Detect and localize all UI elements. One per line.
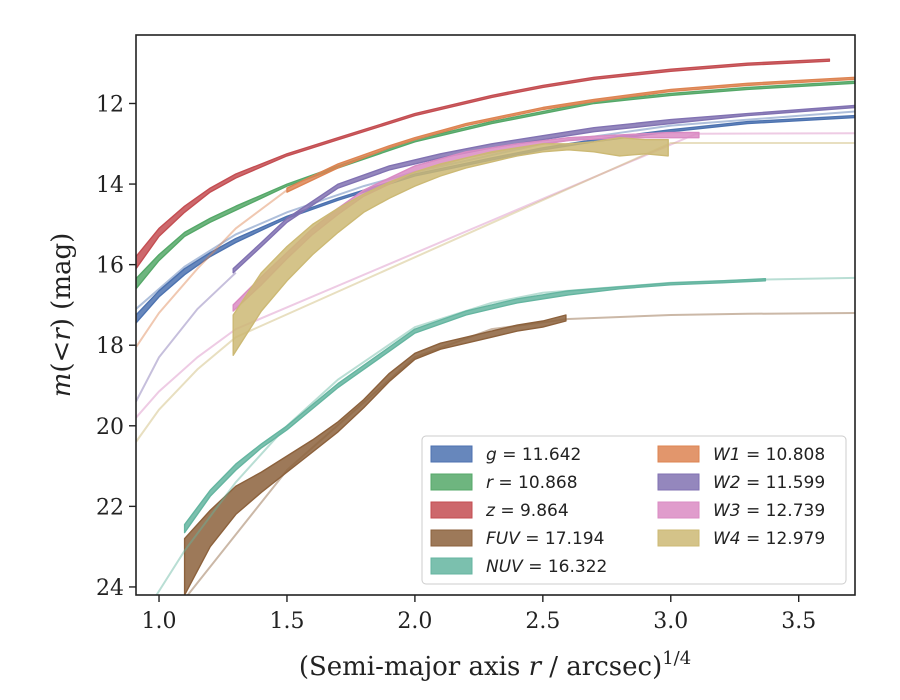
- series-g-band: [136, 114, 855, 324]
- legend: g = 11.642 r = 10.868 z = 9.864 FUV = 17.19…: [421, 435, 847, 585]
- series-fuv: [183, 312, 855, 595]
- legend-item-w3: W3 = 12.739: [657, 501, 825, 521]
- series-z-band: [136, 58, 831, 270]
- y-tick-label: 18: [96, 334, 124, 359]
- y-tick-label: 16: [96, 254, 124, 279]
- legend-label-w2: W2 = 11.599: [713, 473, 825, 493]
- legend-swatch-g: [430, 445, 473, 463]
- legend-swatch-w2: [657, 473, 700, 491]
- series-w3-faint-line: [136, 132, 855, 419]
- series-r: [136, 80, 855, 290]
- legend-label-z: z = 9.864: [485, 501, 569, 521]
- legend-label-nuv: NUV = 16.322: [486, 557, 607, 577]
- x-axis: 1.0 1.5 2.0 2.5 3.0 3.5: [142, 595, 816, 634]
- series-g-faint-line: [136, 110, 855, 310]
- legend-swatch-fuv: [430, 529, 473, 547]
- x-axis-title: (Semi-major axis r / arcsec)1/4: [299, 648, 691, 682]
- series-w4: [136, 137, 855, 443]
- legend-swatch-z: [430, 501, 473, 519]
- legend-box: [421, 435, 847, 585]
- legend-label-w3: W3 = 12.739: [713, 501, 825, 521]
- x-tick-label: 2.0: [397, 609, 432, 634]
- legend-label-g: g = 11.642: [486, 445, 581, 465]
- legend-item-w2: W2 = 11.599: [657, 473, 825, 493]
- legend-label-w1: W1 = 10.808: [713, 445, 825, 465]
- legend-label-w4: W4 = 12.979: [713, 529, 825, 549]
- legend-item-w4: W4 = 12.979: [657, 529, 825, 549]
- series-nuv: [155, 276, 855, 595]
- series-w1-band: [286, 76, 855, 193]
- x-tick-label: 3.5: [781, 609, 816, 634]
- plot-frame: [135, 34, 856, 596]
- series-g: [136, 110, 855, 324]
- x-tick-label: 3.0: [653, 609, 688, 634]
- series-layer: [136, 58, 855, 595]
- legend-item-z: z = 9.864: [430, 501, 569, 521]
- legend-swatch-w3: [657, 501, 700, 519]
- y-axis: 12 14 16 18 20 22 24: [96, 92, 136, 601]
- series-w2-band: [232, 104, 855, 274]
- legend-swatch-r: [430, 473, 473, 491]
- legend-item-g: g = 11.642: [430, 445, 581, 465]
- series-w1: [136, 76, 855, 348]
- series-nuv-band: [183, 278, 767, 534]
- x-tick-label: 1.0: [142, 609, 177, 634]
- legend-label-fuv: FUV = 17.194: [486, 529, 604, 549]
- series-r-band: [136, 80, 855, 290]
- series-w4-faint-line: [136, 142, 855, 443]
- legend-item-r: r = 10.868: [430, 473, 578, 493]
- y-tick-label: 12: [96, 92, 124, 117]
- legend-swatch-nuv: [430, 557, 473, 575]
- legend-swatch-w1: [657, 445, 700, 463]
- y-tick-label: 24: [96, 576, 124, 601]
- series-z: [136, 58, 831, 270]
- series-w2-faint-line: [136, 271, 237, 403]
- legend-item-w1: W1 = 10.808: [657, 445, 825, 465]
- legend-swatch-w4: [657, 529, 700, 547]
- y-tick-label: 22: [96, 495, 124, 520]
- y-tick-label: 20: [96, 415, 124, 440]
- x-tick-label: 2.5: [525, 609, 560, 634]
- x-tick-label: 1.5: [269, 609, 304, 634]
- series-w2: [136, 104, 855, 403]
- legend-label-r: r = 10.868: [486, 473, 578, 493]
- series-fuv-band: [183, 314, 567, 595]
- y-tick-label: 14: [96, 173, 124, 198]
- y-axis-title: m(<r) (mag): [47, 233, 77, 398]
- legend-item-fuv: FUV = 17.194: [430, 529, 604, 549]
- series-w4-band: [232, 137, 669, 356]
- legend-item-nuv: NUV = 16.322: [430, 557, 607, 577]
- series-w1-faint-line: [136, 189, 288, 348]
